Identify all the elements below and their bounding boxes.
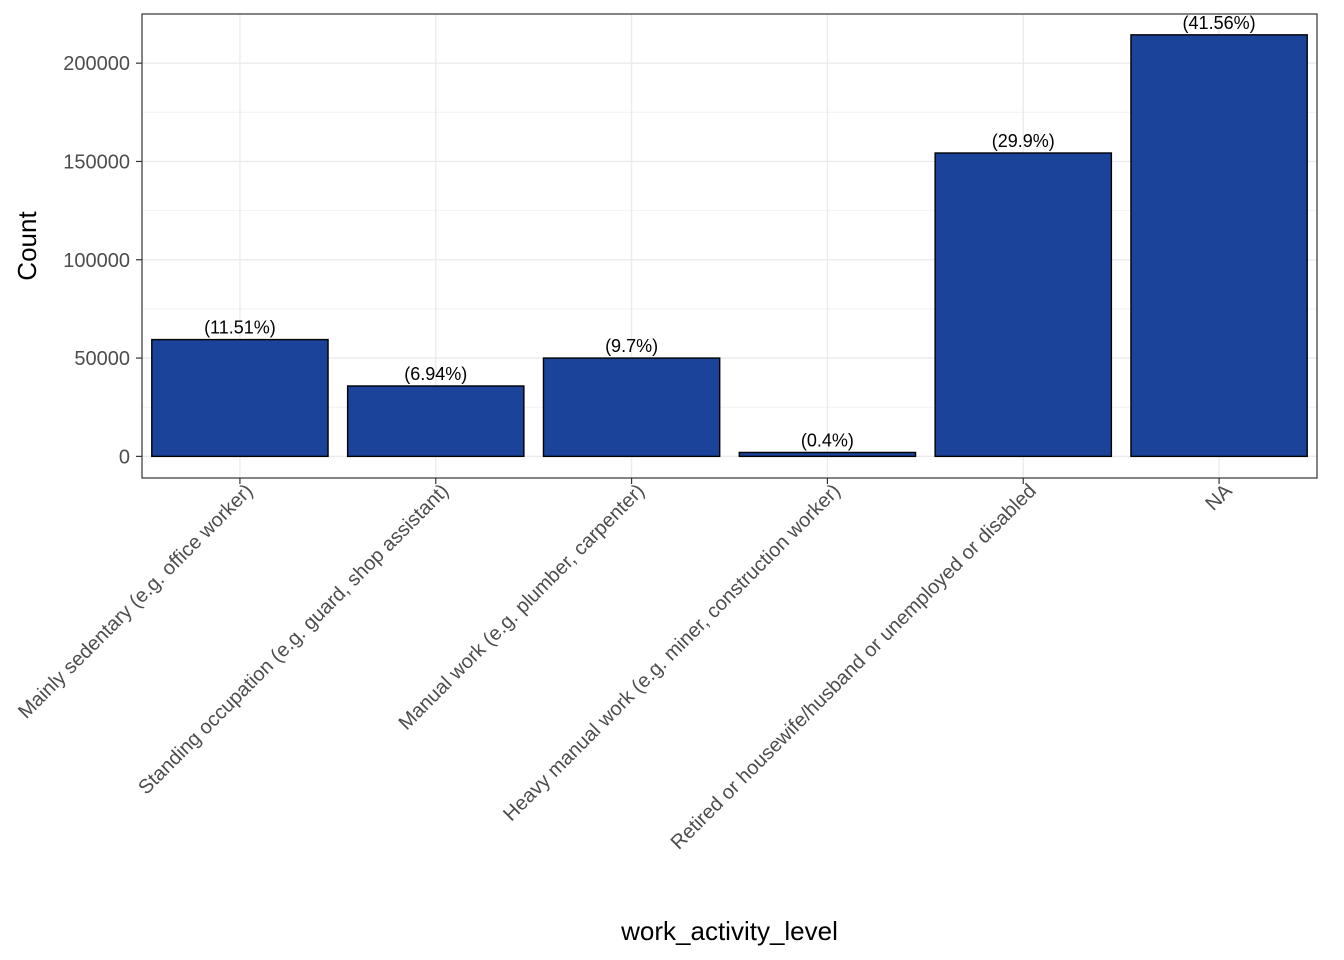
data-label: (9.7%) — [605, 336, 658, 356]
y-tick-label: 50000 — [74, 348, 130, 370]
y-tick-label: 100000 — [63, 250, 130, 272]
bar — [934, 152, 1113, 458]
y-tick-label: 200000 — [63, 53, 130, 75]
bar — [346, 385, 525, 458]
x-tick-label: Mainly sedentary (e.g. office worker) — [14, 480, 257, 723]
x-tick-label: Retired or housewife/husband or unemploy… — [667, 480, 1041, 854]
x-tick-label: Standing occupation (e.g. guard, shop as… — [134, 480, 453, 799]
y-axis: 0 50000 100000 150000 200000 — [63, 53, 142, 468]
data-label: (0.4%) — [801, 430, 854, 450]
bar — [738, 451, 917, 458]
panel-border — [141, 13, 1318, 479]
x-tick-label: Manual work (e.g. plumber, carpenter) — [395, 480, 650, 735]
x-tick-label: Heavy manual work (e.g. miner, construct… — [499, 480, 845, 826]
data-label: (41.56%) — [1183, 13, 1256, 33]
bar — [542, 357, 721, 458]
x-axis-title: work_activity_level — [620, 916, 838, 946]
data-label: (29.9%) — [992, 131, 1055, 151]
bars — [151, 34, 1308, 458]
data-label: (11.51%) — [204, 318, 276, 338]
bar — [151, 338, 329, 458]
y-tick-label: 150000 — [63, 151, 130, 173]
bar — [1130, 34, 1308, 458]
y-axis-title: Count — [12, 211, 42, 281]
y-tick-label: 0 — [119, 446, 130, 468]
data-label: (6.94%) — [404, 364, 467, 384]
minor-gridlines — [142, 111, 1317, 408]
data-labels: (11.51%) (6.94%) (9.7%) (0.4%) (29.9%) (41.56… — [204, 13, 1256, 451]
x-tick-label: NA — [1201, 480, 1237, 516]
x-axis: Mainly sedentary (e.g. office worker)Sta… — [14, 478, 1237, 854]
